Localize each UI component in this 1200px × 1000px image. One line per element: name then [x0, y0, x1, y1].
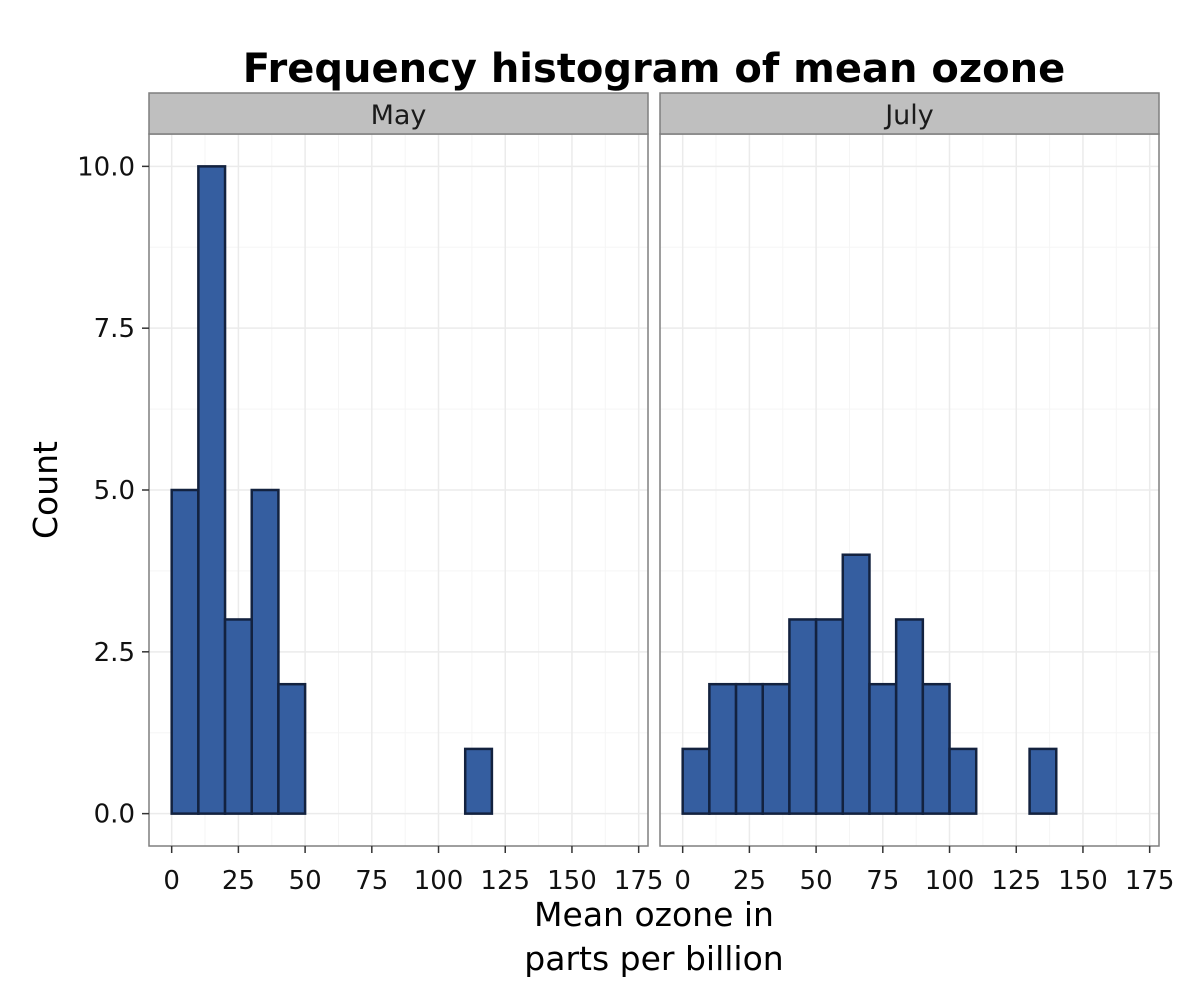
x-tick-label: 125 — [480, 866, 530, 896]
bar-july-130 — [1028, 747, 1058, 815]
x-tick-label: 125 — [991, 866, 1041, 896]
bar-july-10 — [708, 682, 738, 815]
x-tick-label: 100 — [925, 866, 975, 896]
y-axis: 0.0 2.5 5.0 7.5 10.0 — [77, 152, 149, 830]
facet-strip — [659, 92, 1160, 135]
x-tick-label: 0 — [163, 866, 180, 896]
x-axis-july: 0 25 50 75 100 125 150 175 — [674, 846, 1174, 896]
panel-grid — [149, 134, 648, 846]
y-tick-label: 5.0 — [94, 476, 135, 506]
x-tick-label: 25 — [733, 866, 766, 896]
x-tick-label: 175 — [1125, 866, 1175, 896]
facet-strip-label: May — [371, 100, 427, 131]
y-tick-label: 7.5 — [94, 314, 135, 344]
bar-may-30 — [250, 488, 280, 815]
x-tick-label: 50 — [289, 866, 322, 896]
x-tick-label: 100 — [414, 866, 464, 896]
x-tick-label: 50 — [800, 866, 833, 896]
x-axis-title-line-2: parts per billion — [524, 939, 783, 978]
y-tick-label: 0.0 — [94, 800, 135, 830]
bar-july-70 — [868, 682, 898, 815]
facet-panel-july: July 0 25 50 75 100 125 150 175 — [659, 92, 1174, 896]
bar-july-50 — [814, 618, 845, 815]
facet-strip-label: July — [883, 100, 934, 131]
bar-july-80 — [894, 618, 925, 815]
y-tick-label: 10.0 — [77, 152, 135, 182]
bar-may-10 — [197, 165, 227, 815]
bar-july-100 — [948, 747, 978, 815]
bar-july-60 — [841, 553, 871, 815]
bar-july-20 — [734, 682, 764, 815]
x-tick-label: 75 — [866, 866, 899, 896]
x-tick-label: 0 — [674, 866, 691, 896]
x-tick-label: 150 — [547, 866, 597, 896]
x-tick-label: 150 — [1058, 866, 1108, 896]
x-tick-label: 75 — [355, 866, 388, 896]
y-axis-title: Count — [26, 441, 65, 539]
bar-july-40 — [788, 618, 818, 815]
bar-july-30 — [761, 682, 791, 815]
bar-july-0 — [681, 747, 711, 815]
x-axis-title-line-1: Mean ozone in — [534, 895, 774, 934]
bar-may-0 — [170, 488, 200, 815]
x-tick-label: 25 — [222, 866, 255, 896]
x-axis-may: 0 25 50 75 100 125 150 175 — [163, 846, 663, 896]
chart-title: Frequency histogram of mean ozone — [243, 46, 1065, 92]
facet-panel-may: May 0 25 50 75 100 125 150 175 — [148, 92, 663, 896]
facet-panels: May 0 25 50 75 100 125 150 175 July 0 25 50 75 100 125 1… — [148, 92, 1174, 896]
bar-july-90 — [921, 682, 951, 815]
facet-strip — [148, 92, 649, 135]
bar-may-110 — [463, 747, 494, 815]
histogram-bars — [170, 165, 494, 815]
bar-may-40 — [277, 682, 307, 815]
y-tick-label: 2.5 — [94, 638, 135, 668]
x-tick-label: 175 — [614, 866, 664, 896]
bar-may-20 — [223, 618, 253, 815]
histogram-bars — [681, 553, 1058, 815]
